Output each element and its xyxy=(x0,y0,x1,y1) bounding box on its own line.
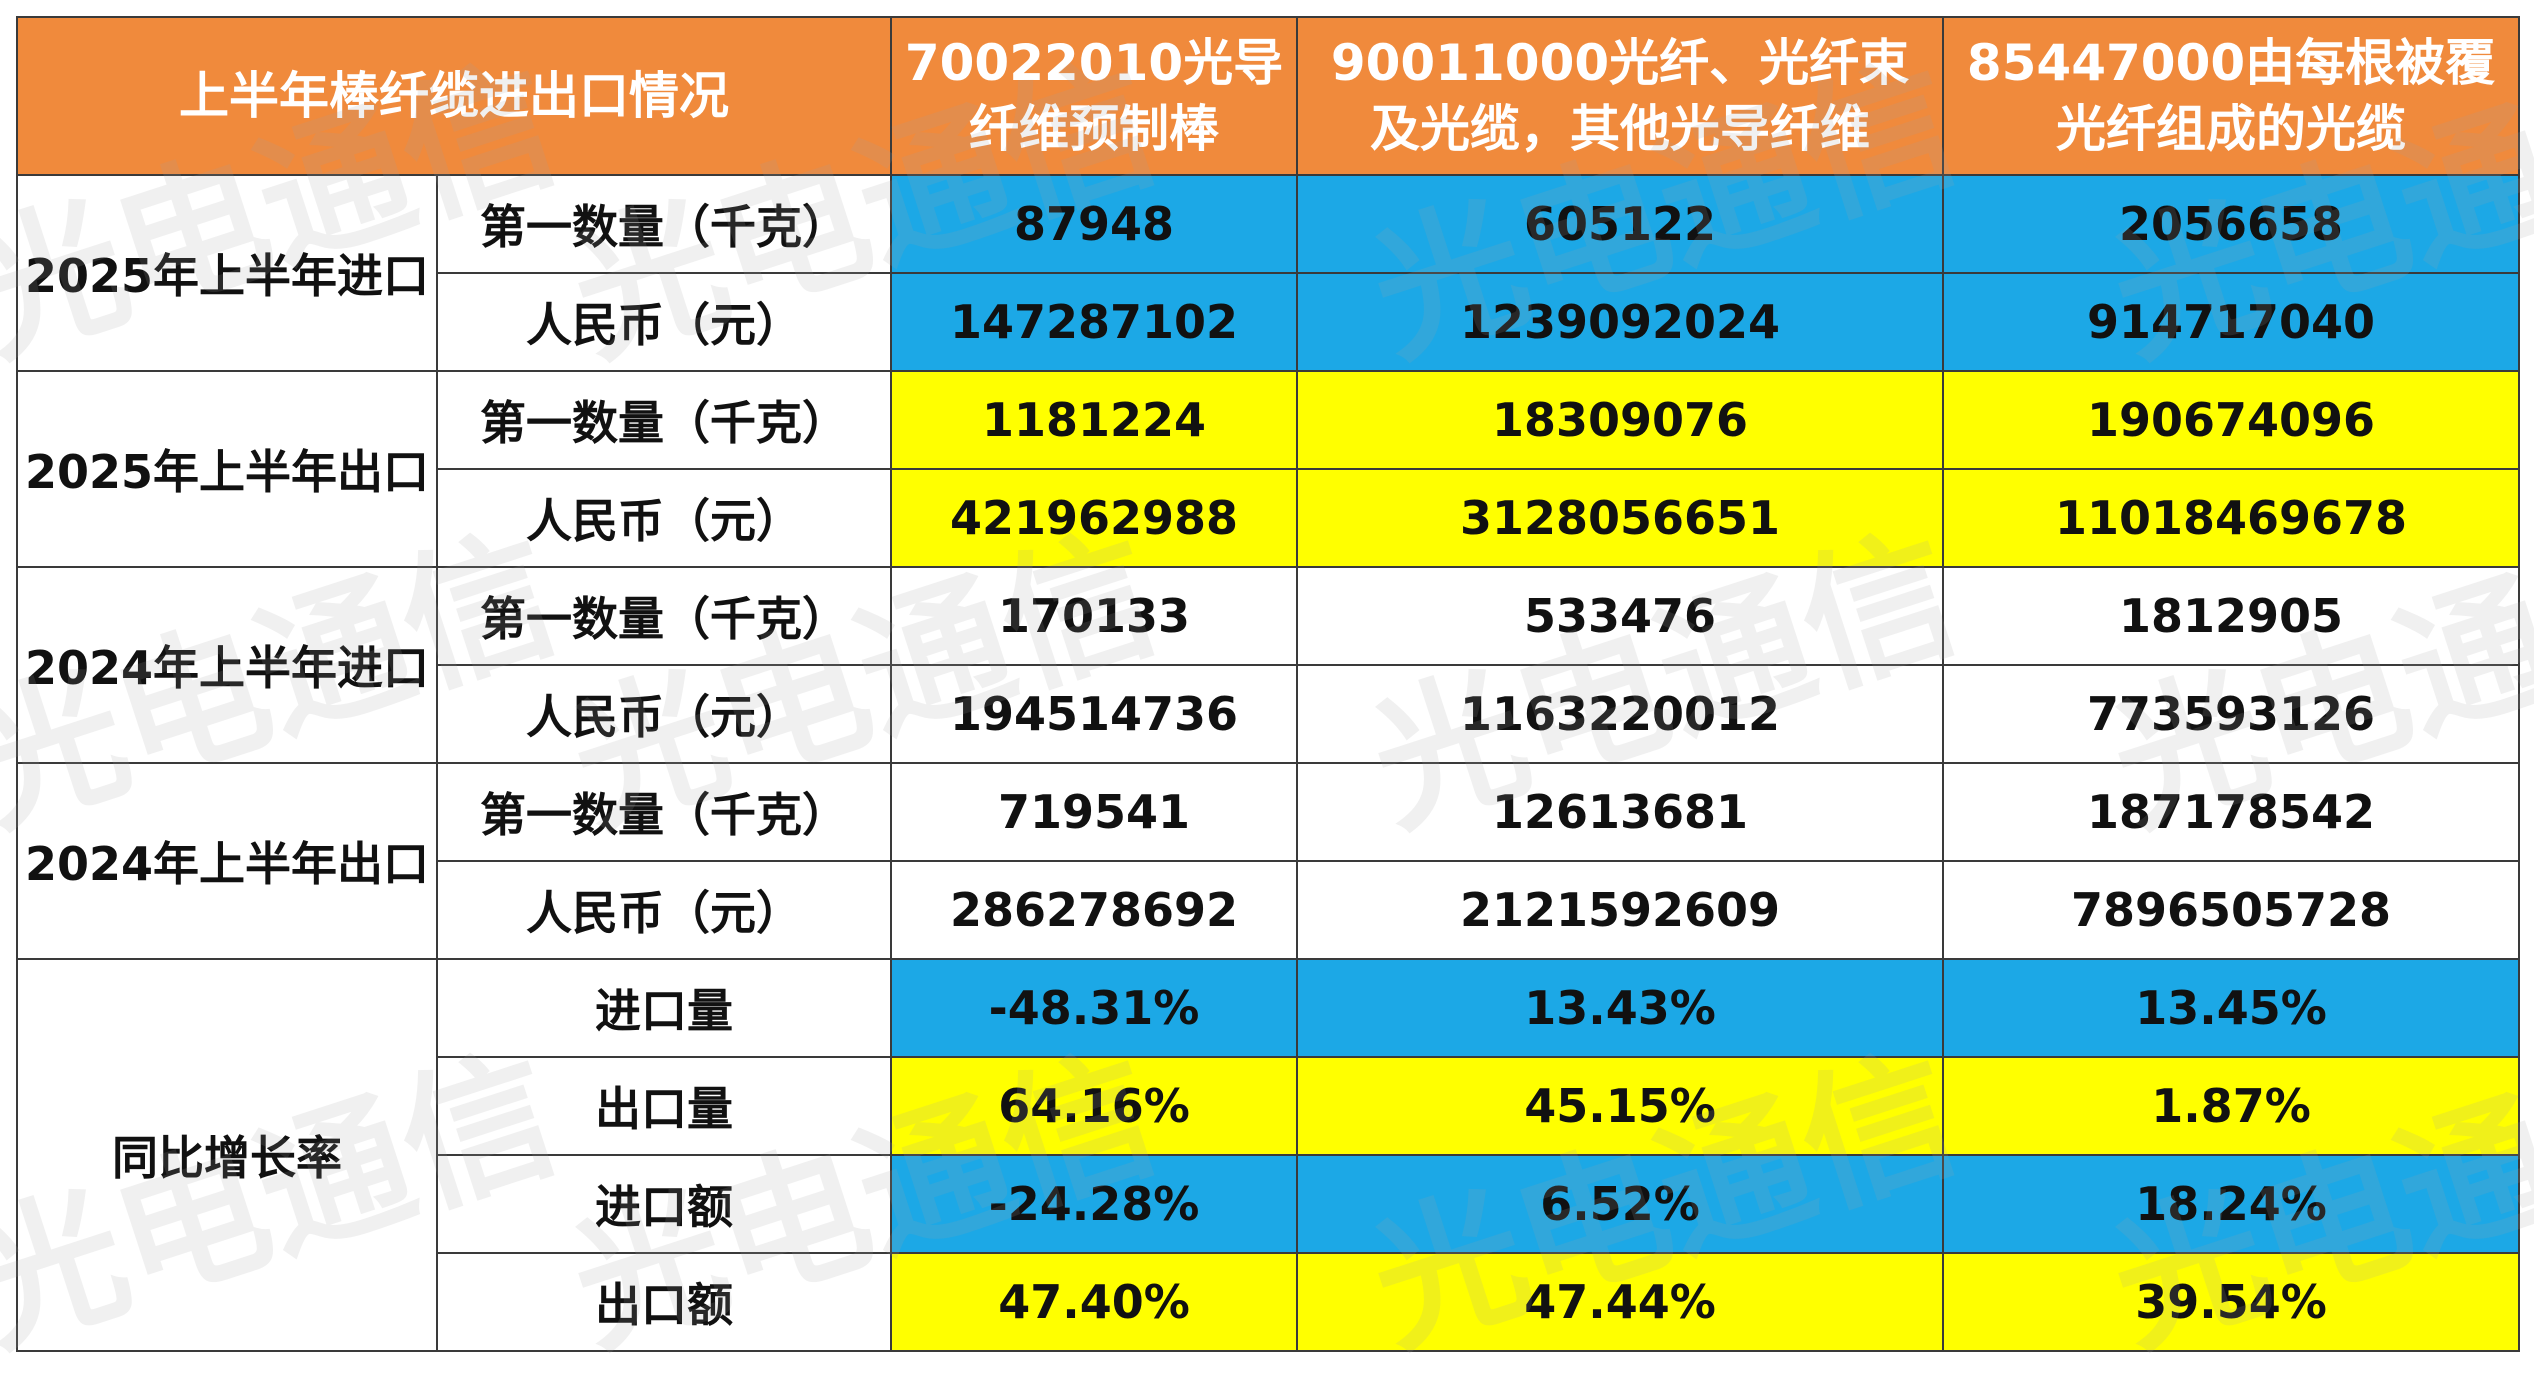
value-cell: 47.44% xyxy=(1296,1252,1944,1352)
value-cell: 13.45% xyxy=(1942,958,2520,1058)
row-label: 第一数量（千克） xyxy=(436,566,892,666)
row-label: 第一数量（千克） xyxy=(436,370,892,470)
column-header-line: 光纤组成的光缆 xyxy=(2056,100,2406,158)
value-cell: 2121592609 xyxy=(1296,860,1944,960)
header-row: 上半年棒纤缆进出口情况 70022010光导 纤维预制棒 90011000光纤、… xyxy=(16,16,2520,176)
column-header-line: 90011000光纤、光纤束 xyxy=(1330,34,1910,92)
value-cell: 421962988 xyxy=(890,468,1298,568)
table-row: 出口量 64.16% 45.15% 1.87% xyxy=(17,1056,2520,1156)
column-header: 70022010光导 纤维预制棒 xyxy=(890,16,1298,176)
table-row: 出口额 47.40% 47.44% 39.54% xyxy=(17,1252,2520,1352)
value-cell: 2056658 xyxy=(1942,174,2520,274)
column-header: 90011000光纤、光纤束 及光缆，其他光导纤维 xyxy=(1296,16,1944,176)
row-group-label: 2025年上半年出口 xyxy=(16,370,438,568)
table-row: 人民币（元） 194514736 1163220012 773593126 xyxy=(17,664,2520,764)
table-row: 2024年上半年出口 第一数量（千克） 719541 12613681 18717854… xyxy=(16,762,2520,960)
row-label: 人民币（元） xyxy=(436,272,892,372)
table-row: 人民币（元） 286278692 2121592609 7896505728 xyxy=(17,860,2520,960)
value-cell: 45.15% xyxy=(1296,1056,1944,1156)
row-label: 出口量 xyxy=(436,1056,892,1156)
value-cell: 194514736 xyxy=(890,664,1298,764)
table-row: 人民币（元） 421962988 3128056651 11018469678 xyxy=(17,468,2520,568)
value-cell: 3128056651 xyxy=(1296,468,1944,568)
table-row: 人民币（元） 147287102 1239092024 914717040 xyxy=(17,272,2520,372)
value-cell: 13.43% xyxy=(1296,958,1944,1058)
table-row: 进口额 -24.28% 6.52% 18.24% xyxy=(17,1154,2520,1254)
column-header: 85447000由每根被覆 光纤组成的光缆 xyxy=(1942,16,2520,176)
value-cell: 147287102 xyxy=(890,272,1298,372)
value-cell: 605122 xyxy=(1296,174,1944,274)
value-cell: 18.24% xyxy=(1942,1154,2520,1254)
value-cell: 1239092024 xyxy=(1296,272,1944,372)
table-row: 2025年上半年出口 第一数量（千克） 1181224 18309076 1906740… xyxy=(16,370,2520,568)
value-cell: 170133 xyxy=(890,566,1298,666)
trade-table: 上半年棒纤缆进出口情况 70022010光导 纤维预制棒 90011000光纤、… xyxy=(16,16,2520,1352)
value-cell: 7896505728 xyxy=(1942,860,2520,960)
row-label: 人民币（元） xyxy=(436,468,892,568)
value-cell: 1181224 xyxy=(890,370,1298,470)
row-label: 第一数量（千克） xyxy=(436,174,892,274)
column-header-line: 及光缆，其他光导纤维 xyxy=(1370,100,1870,158)
row-label: 进口额 xyxy=(436,1154,892,1254)
row-label: 人民币（元） xyxy=(436,860,892,960)
value-cell: 6.52% xyxy=(1296,1154,1944,1254)
table-row: 同比增长率 进口量 -48.31% 13.43% 13.45% xyxy=(16,958,2520,1352)
value-cell: 187178542 xyxy=(1942,762,2520,862)
column-header-line: 85447000由每根被覆 xyxy=(1966,34,2496,92)
row-group-label: 同比增长率 xyxy=(16,958,438,1352)
table-body: 上半年棒纤缆进出口情况 70022010光导 纤维预制棒 90011000光纤、… xyxy=(16,16,2520,1352)
value-cell: 773593126 xyxy=(1942,664,2520,764)
value-cell: 1163220012 xyxy=(1296,664,1944,764)
value-cell: -48.31% xyxy=(890,958,1298,1058)
value-cell: 39.54% xyxy=(1942,1252,2520,1352)
column-header-line: 纤维预制棒 xyxy=(969,100,1219,158)
value-cell: 719541 xyxy=(890,762,1298,862)
value-cell: 190674096 xyxy=(1942,370,2520,470)
table-row: 2024年上半年进口 第一数量（千克） 170133 533476 1812905 xyxy=(16,566,2520,764)
value-cell: -24.28% xyxy=(890,1154,1298,1254)
column-header-line: 70022010光导 xyxy=(904,34,1284,92)
row-group-label: 2024年上半年出口 xyxy=(16,762,438,960)
value-cell: 18309076 xyxy=(1296,370,1944,470)
value-cell: 87948 xyxy=(890,174,1298,274)
corner-header: 上半年棒纤缆进出口情况 xyxy=(16,16,892,176)
value-cell: 286278692 xyxy=(890,860,1298,960)
row-group-label: 2024年上半年进口 xyxy=(16,566,438,764)
value-cell: 533476 xyxy=(1296,566,1944,666)
value-cell: 11018469678 xyxy=(1942,468,2520,568)
row-label: 出口额 xyxy=(436,1252,892,1352)
value-cell: 1812905 xyxy=(1942,566,2520,666)
row-label: 进口量 xyxy=(436,958,892,1058)
value-cell: 64.16% xyxy=(890,1056,1298,1156)
value-cell: 47.40% xyxy=(890,1252,1298,1352)
row-group-label: 2025年上半年进口 xyxy=(16,174,438,372)
table-row: 2025年上半年进口 第一数量（千克） 87948 605122 2056658 xyxy=(16,174,2520,372)
row-label: 人民币（元） xyxy=(436,664,892,764)
value-cell: 12613681 xyxy=(1296,762,1944,862)
row-label: 第一数量（千克） xyxy=(436,762,892,862)
value-cell: 914717040 xyxy=(1942,272,2520,372)
value-cell: 1.87% xyxy=(1942,1056,2520,1156)
